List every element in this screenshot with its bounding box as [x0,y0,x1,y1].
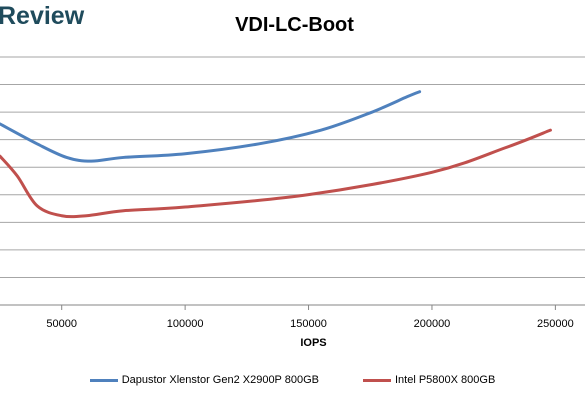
x-axis-label: IOPS [300,337,327,349]
x-tick-label: 200000 [414,318,451,330]
series-line-1 [0,90,422,163]
x-ticks: 50000 100000 150000 200000 250000 [46,305,574,330]
gridlines [0,56,585,306]
legend: Dapustor Xlenstor Gen2 X2900P 800GB Inte… [0,374,585,386]
site-logo: Review [0,2,85,30]
x-tick-label: 250000 [537,318,574,330]
x-tick-label: 150000 [290,318,327,330]
x-tick-label: 100000 [167,318,204,330]
x-tick-label: 50000 [46,318,77,330]
chart-title: VDI-LC-Boot [235,14,354,36]
legend-swatch-series-1 [89,378,118,382]
legend-item-series-2: Intel P5800X 800GB [363,374,495,386]
legend-swatch-series-2 [363,378,391,382]
legend-label-series-2: Intel P5800X 800GB [395,374,496,386]
series-line-2 [0,128,552,219]
series-lines [0,90,552,219]
legend-label-series-1: Dapustor Xlenstor Gen2 X2900P 800GB [121,374,319,386]
legend-item-series-1: Dapustor Xlenstor Gen2 X2900P 800GB [89,374,319,386]
